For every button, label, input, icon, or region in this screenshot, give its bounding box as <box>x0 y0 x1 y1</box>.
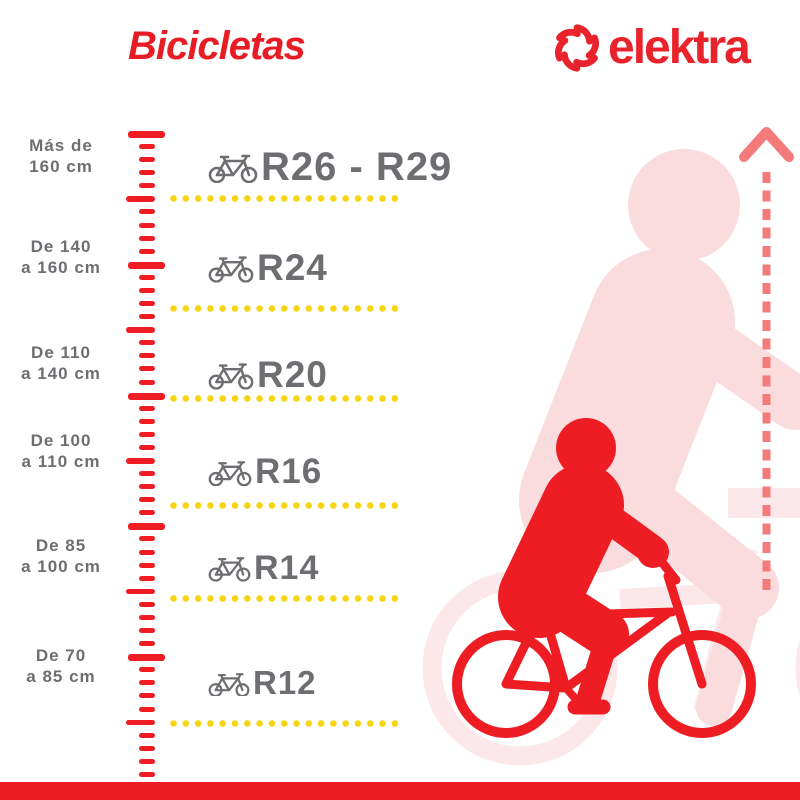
height-label: De 140 a 160 cm <box>21 237 101 277</box>
child-rider-silhouette <box>452 418 756 738</box>
ruler-tick <box>139 693 155 699</box>
wheel-size-label: R14 <box>254 548 320 587</box>
ruler-tick <box>139 510 155 516</box>
dotted-separator <box>170 395 402 402</box>
ruler-tick <box>126 196 155 202</box>
ruler-tick <box>139 771 155 777</box>
ruler-tick <box>139 144 155 150</box>
ruler-tick <box>139 732 155 738</box>
ruler-tick <box>128 654 165 662</box>
ruler-tick <box>126 327 155 333</box>
ruler-tick <box>139 601 155 607</box>
wheel-size-label: R12 <box>253 664 317 701</box>
ruler-tick <box>139 497 155 503</box>
growth-arrow <box>739 127 794 593</box>
ruler-tick <box>139 248 155 254</box>
bg-hand <box>768 376 800 430</box>
ruler-tick <box>128 131 165 138</box>
ruler-tick <box>128 523 165 531</box>
size-row: R14 <box>208 544 319 592</box>
ruler-tick <box>139 222 155 228</box>
bike-icon <box>208 360 254 389</box>
ruler-tick <box>139 680 155 686</box>
page-title: Bicicletas <box>128 24 306 68</box>
ruler-tick <box>128 261 165 269</box>
bike-icon <box>208 458 252 486</box>
ruler-tick <box>139 562 155 568</box>
wheel-size-label: R20 <box>257 354 328 395</box>
height-label: De 110 a 140 cm <box>21 343 101 383</box>
ruler-tick <box>139 667 155 673</box>
ruler-tick <box>139 366 155 372</box>
ruler-tick <box>139 471 155 477</box>
size-row: R24 <box>208 244 328 292</box>
ruler-tick <box>139 484 155 490</box>
height-label: De 85 a 100 cm <box>21 536 101 576</box>
dotted-separator <box>170 305 402 312</box>
dotted-separator <box>170 195 402 202</box>
ruler-tick <box>139 628 155 634</box>
ruler-tick <box>139 405 155 411</box>
bg-head <box>628 149 740 261</box>
rider-thigh <box>526 574 629 657</box>
elektra-pinwheel-icon <box>555 23 599 72</box>
ruler-tick <box>139 444 155 450</box>
size-row: R16 <box>208 448 322 496</box>
ruler-tick <box>139 758 155 764</box>
bike-icon <box>208 151 258 183</box>
ruler-tick <box>126 588 155 595</box>
ruler-tick <box>139 287 155 293</box>
height-label: De 100 a 110 cm <box>21 431 101 471</box>
bike-icon <box>208 253 254 282</box>
ruler-tick <box>139 536 155 542</box>
ruler-tick <box>139 235 155 241</box>
ruler-tick <box>139 745 155 751</box>
wheel-size-label: R16 <box>255 452 323 491</box>
ruler-tick <box>126 719 155 726</box>
ruler-tick <box>139 340 155 346</box>
dotted-separator <box>170 720 402 727</box>
footer-bar <box>0 782 800 800</box>
ruler-tick <box>139 379 155 385</box>
front-wheel <box>648 630 756 738</box>
ruler-tick <box>139 549 155 555</box>
bike-icon <box>208 670 250 697</box>
size-row: R20 <box>208 351 328 399</box>
height-label: De 70 a 85 cm <box>26 646 96 686</box>
size-row: R12 <box>208 659 317 707</box>
ruler-tick <box>139 353 155 359</box>
ruler-tick <box>139 157 155 163</box>
ruler-tick <box>139 706 155 712</box>
rider-hand <box>637 536 669 568</box>
ruler-tick <box>139 209 155 215</box>
ruler-tick <box>139 641 155 647</box>
ruler-tick <box>139 314 155 320</box>
ruler-tick <box>128 392 165 400</box>
ruler-tick <box>139 170 155 176</box>
rider-shin <box>577 624 620 709</box>
bg-thigh <box>617 477 779 619</box>
ruler-tick <box>139 301 155 307</box>
ruler-tick <box>139 431 155 437</box>
size-row: R26 - R29 <box>208 143 452 191</box>
dotted-separator <box>170 595 402 602</box>
rider-head <box>556 418 616 478</box>
ruler-tick <box>139 575 155 581</box>
ruler-tick <box>139 274 155 280</box>
ruler-tick <box>126 458 155 464</box>
ruler-tick <box>139 418 155 424</box>
wheel-size-label: R26 - R29 <box>261 144 453 189</box>
growth-arrow-head <box>739 127 794 162</box>
brand-logo: elektra <box>550 20 751 75</box>
wheel-size-label: R24 <box>257 247 328 288</box>
height-label: Más de 160 cm <box>29 136 93 176</box>
ruler-tick <box>139 614 155 620</box>
ruler-tick <box>139 183 155 189</box>
bike-icon <box>208 554 251 582</box>
dotted-separator <box>170 502 402 509</box>
brand-name: elektra <box>608 21 751 74</box>
